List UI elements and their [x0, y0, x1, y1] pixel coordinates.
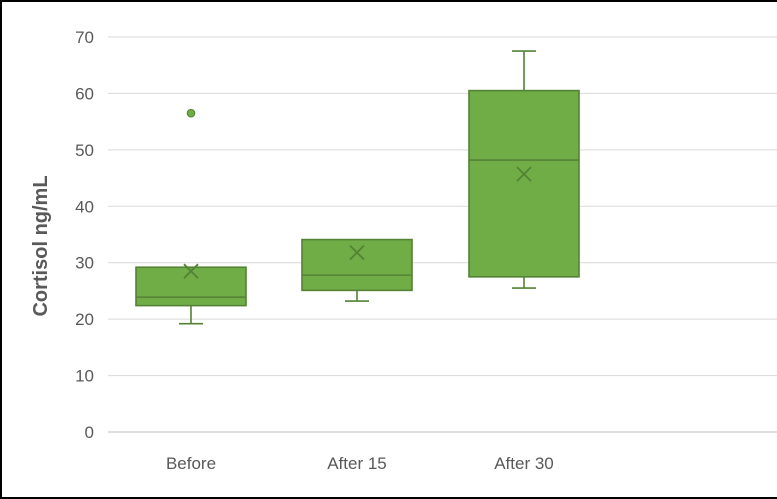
y-tick-label: 40 [75, 197, 94, 216]
outlier-point [186, 108, 196, 118]
y-tick-label: 70 [75, 28, 94, 47]
y-tick-label: 10 [75, 367, 94, 386]
y-axis-ticks: 0 10 20 30 40 50 60 70 [75, 28, 94, 442]
box-after-15 [301, 238, 413, 302]
y-tick-label: 20 [75, 310, 94, 329]
mean-marker [516, 166, 532, 182]
boxes [135, 50, 580, 325]
y-tick-label: 0 [85, 423, 94, 442]
mean-marker [349, 244, 365, 261]
y-tick-label: 30 [75, 254, 94, 273]
gridlines [108, 36, 777, 433]
x-axis-ticks: Before After 15 After 30 [166, 454, 554, 473]
y-axis-label: Cortisol ng/mL [30, 175, 52, 316]
box-iqr [135, 266, 247, 307]
box-iqr [468, 89, 580, 278]
box-after-30 [468, 50, 580, 289]
x-tick-label: After 30 [494, 454, 554, 473]
x-tick-label: After 15 [327, 454, 387, 473]
mean-marker [183, 263, 199, 279]
box-iqr [301, 238, 413, 292]
y-tick-label: 60 [75, 84, 94, 103]
y-tick-label: 50 [75, 141, 94, 160]
x-tick-label: Before [166, 454, 216, 473]
box-before [135, 108, 247, 325]
